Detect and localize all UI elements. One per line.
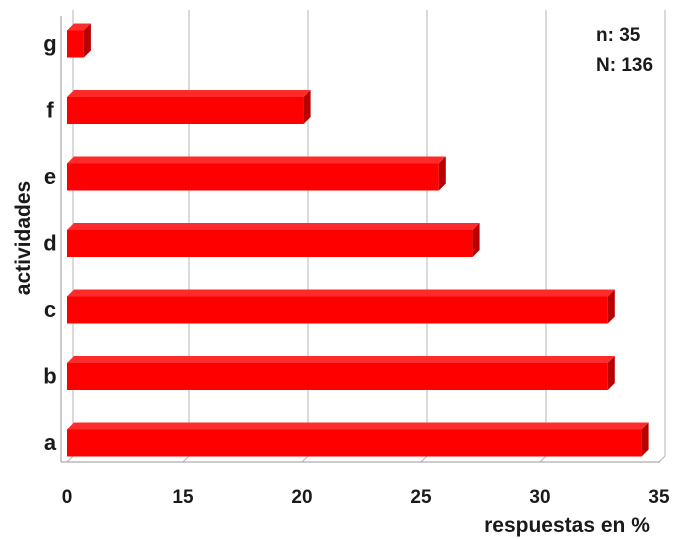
bar-top-face [67, 289, 615, 297]
bar-top-face [67, 223, 480, 230]
bars [67, 23, 649, 457]
bar-side-face [641, 422, 649, 457]
bar-side-face [607, 356, 615, 390]
bar-f [67, 90, 311, 124]
x-axis-title: respuestas en % [484, 514, 650, 537]
category-label: c [44, 297, 56, 322]
bar-top-face [67, 356, 615, 363]
bar-front-face [67, 296, 608, 324]
category-label: a [44, 430, 57, 455]
category-label: e [44, 164, 56, 189]
grid-floor-line [301, 455, 309, 463]
bar-b [67, 356, 615, 390]
x-tick-label: 15 [172, 487, 194, 508]
x-tick-label: 0 [62, 487, 73, 508]
bar-top-face [67, 23, 91, 31]
bar-top-face [67, 156, 446, 164]
category-labels: a b c d e f g [43, 31, 57, 455]
bar-front-face [67, 97, 304, 124]
grid-floor-line [658, 455, 666, 463]
x-tick-label: 25 [410, 487, 432, 508]
bar-a [67, 422, 649, 457]
grid-floor-line [539, 455, 547, 463]
x-tick-labels: 0 15 20 25 30 35 [62, 487, 670, 508]
x-tick-label: 35 [648, 487, 670, 508]
bar-g [67, 23, 91, 58]
bar-side-face [303, 90, 311, 124]
grid-floor-line [66, 455, 74, 463]
bar-side-face [607, 289, 615, 324]
x-tick-label: 20 [291, 487, 312, 508]
bar-c [67, 289, 615, 324]
bar-front-face [67, 363, 608, 390]
bar-top-face [67, 422, 649, 430]
bar-front-face [67, 163, 439, 191]
bar-side-face [83, 23, 91, 58]
bar-e [67, 156, 446, 191]
sample-size-annotation: n: 35 [596, 25, 641, 46]
bar-front-face [67, 429, 642, 457]
category-label: f [46, 98, 54, 123]
population-size-annotation: N: 136 [596, 55, 653, 76]
bar-side-face [472, 223, 480, 257]
grid-floor-line [420, 455, 428, 463]
category-label: b [43, 364, 56, 389]
category-label: g [43, 31, 56, 56]
bar-front-face [67, 230, 473, 257]
grid-floor-line [182, 455, 190, 463]
category-label: d [43, 231, 56, 256]
bar-top-face [67, 90, 311, 97]
bar-side-face [438, 156, 446, 191]
y-axis-title: actividades [12, 181, 35, 295]
bar-d [67, 223, 480, 257]
bar-front-face [67, 30, 84, 58]
x-tick-label: 30 [529, 487, 550, 508]
